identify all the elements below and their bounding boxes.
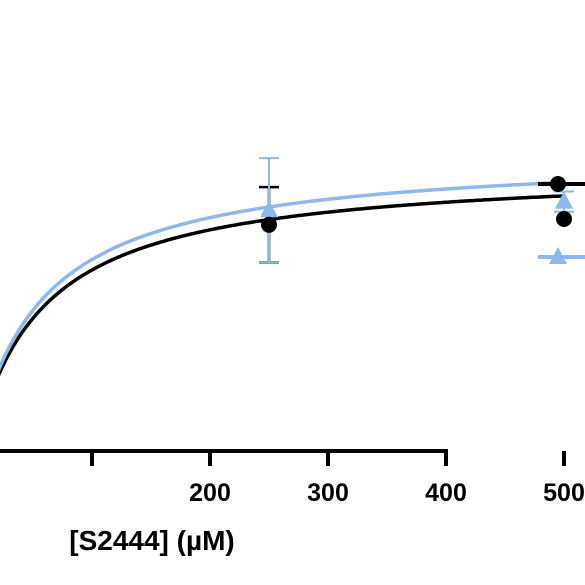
fit-curve-1 xyxy=(0,194,565,377)
x-tick-label-500: 500 xyxy=(543,479,585,507)
x-tick-label-400: 400 xyxy=(425,479,467,507)
point-2-1 xyxy=(260,200,278,218)
point-1-2 xyxy=(556,211,572,227)
fit-curve-2 xyxy=(0,180,565,372)
point-2-2 xyxy=(555,191,573,209)
x-axis: 200 300 400 500 xyxy=(0,449,585,507)
x-tick-label-300: 300 xyxy=(307,479,349,507)
x-axis-label: [S2444] (µM) xyxy=(69,525,235,556)
legend-marker-2 xyxy=(549,247,567,264)
legend xyxy=(538,176,585,264)
point-1-1 xyxy=(261,216,277,233)
x-tick-label-200: 200 xyxy=(189,479,231,507)
error-bars xyxy=(259,157,574,264)
data-points xyxy=(260,191,573,233)
legend-marker-1 xyxy=(550,176,566,192)
fit-curves xyxy=(0,180,565,377)
